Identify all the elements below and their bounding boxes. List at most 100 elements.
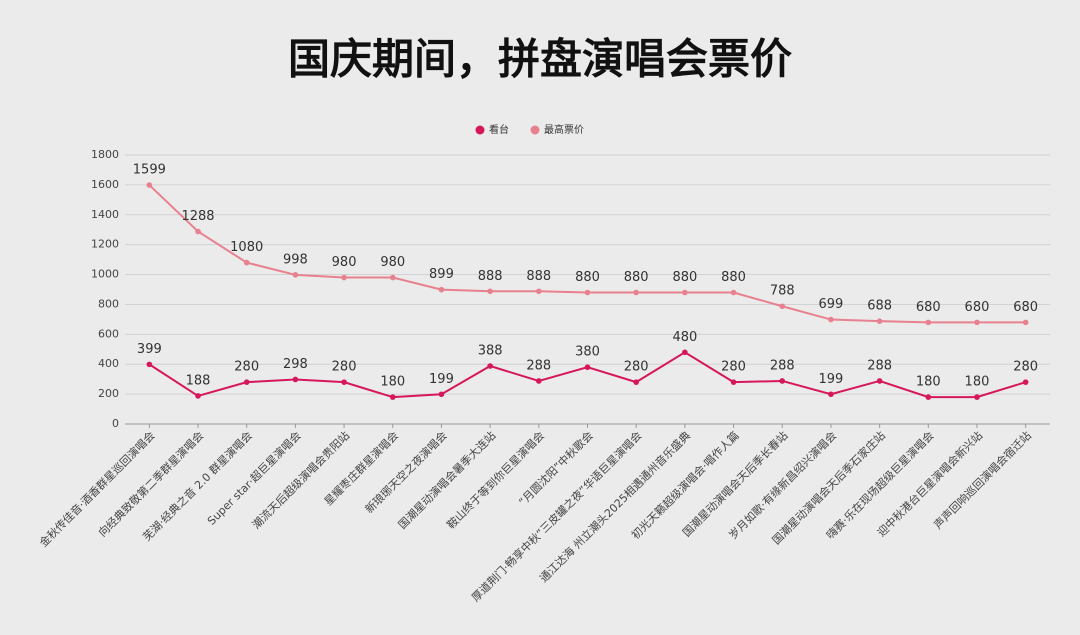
point — [584, 289, 591, 296]
x-tick-label: 鞍山终于等到你巨星演唱会 — [444, 428, 547, 531]
point — [389, 394, 396, 400]
point — [682, 349, 688, 356]
point — [584, 364, 591, 371]
point — [925, 394, 932, 400]
point — [876, 318, 883, 324]
data-label: 280 — [332, 360, 357, 375]
data-label: 688 — [867, 299, 892, 314]
point — [487, 363, 493, 369]
point — [438, 286, 445, 293]
x-tick-label: 厚道荆门·畅享中秋“三皮罐之夜”华语巨星演唱会 — [468, 428, 644, 604]
data-label: 680 — [916, 300, 941, 315]
data-label: 880 — [672, 270, 697, 285]
data-label: 680 — [1013, 300, 1038, 315]
point — [828, 391, 834, 398]
point — [1022, 319, 1029, 326]
data-label: 880 — [624, 270, 649, 285]
data-label: 699 — [819, 297, 844, 312]
point — [438, 391, 445, 398]
data-label: 388 — [478, 344, 503, 359]
legend-marker — [475, 125, 485, 135]
data-label: 188 — [186, 373, 211, 388]
point — [730, 289, 737, 296]
data-label: 380 — [575, 345, 600, 360]
data-label: 280 — [1013, 360, 1038, 375]
point — [779, 303, 786, 310]
series-line — [148, 184, 1026, 324]
legend-label: 看台 — [489, 123, 509, 136]
data-label: 880 — [721, 270, 746, 285]
data-label: 280 — [234, 360, 259, 375]
x-tick-label: 国潮星动演唱会暑季大连站 — [395, 428, 498, 531]
point — [195, 228, 201, 235]
data-label: 180 — [380, 375, 405, 390]
x-tick-label: 声声回响巡回演唱会宿迁站 — [931, 428, 1034, 531]
y-tick-label: 1800 — [91, 148, 119, 161]
data-label: 199 — [429, 372, 454, 387]
data-label: 899 — [429, 267, 454, 282]
data-label: 980 — [332, 255, 357, 270]
point — [633, 379, 639, 385]
point — [730, 379, 737, 385]
data-label: 480 — [672, 330, 697, 345]
point — [682, 289, 688, 296]
point — [779, 378, 786, 384]
data-label: 280 — [624, 360, 649, 375]
x-tick-label: 潮流天后超级演唱会贵阳站 — [249, 428, 352, 531]
x-tick-label: Super star·超巨星演唱会 — [204, 428, 303, 527]
point — [146, 182, 153, 188]
point — [341, 274, 347, 281]
data-label: 288 — [770, 358, 795, 373]
y-tick-label: 1000 — [91, 268, 119, 281]
y-tick-label: 800 — [98, 297, 119, 310]
data-label: 888 — [478, 269, 503, 284]
data-label: 880 — [575, 270, 600, 285]
data-label: 788 — [770, 284, 795, 299]
point — [146, 361, 153, 368]
data-label: 180 — [916, 375, 941, 390]
point — [536, 378, 542, 384]
data-label: 980 — [380, 255, 405, 270]
data-label: 1599 — [133, 163, 166, 178]
x-tick-label: 新琅琊天空之夜演唱会 — [362, 428, 450, 516]
y-tick-label: 1200 — [91, 238, 119, 251]
point — [633, 289, 639, 296]
data-label: 680 — [965, 300, 990, 315]
point — [974, 394, 980, 400]
point — [243, 259, 250, 266]
point — [828, 316, 834, 323]
chart-title: 国庆期间，拼盘演唱会票价 — [288, 35, 792, 84]
point — [487, 288, 493, 295]
point — [292, 376, 299, 383]
data-label: 1288 — [181, 209, 214, 224]
y-tick-label: 400 — [98, 357, 119, 370]
point — [925, 319, 932, 326]
point — [341, 379, 347, 385]
point — [536, 288, 542, 295]
y-tick-label: 0 — [112, 417, 119, 430]
data-label: 288 — [867, 358, 892, 373]
data-label: 399 — [137, 342, 162, 357]
data-label: 888 — [526, 269, 551, 284]
point — [195, 393, 201, 399]
point — [243, 379, 250, 385]
point — [1022, 379, 1029, 385]
data-label: 280 — [721, 360, 746, 375]
y-tick-label: 1400 — [91, 208, 119, 221]
legend-marker — [530, 125, 540, 135]
y-tick-label: 200 — [98, 387, 119, 400]
y-tick-label: 1600 — [91, 178, 119, 191]
y-tick-label: 600 — [98, 327, 119, 340]
data-label: 288 — [526, 358, 551, 373]
data-label: 199 — [819, 372, 844, 387]
point — [876, 378, 883, 384]
point — [292, 272, 299, 278]
point — [974, 319, 980, 326]
data-label: 998 — [283, 252, 308, 267]
data-label: 180 — [965, 375, 990, 390]
data-label: 1080 — [230, 240, 263, 255]
data-label: 298 — [283, 357, 308, 372]
legend-label: 最高票价 — [544, 123, 584, 136]
point — [389, 274, 396, 281]
